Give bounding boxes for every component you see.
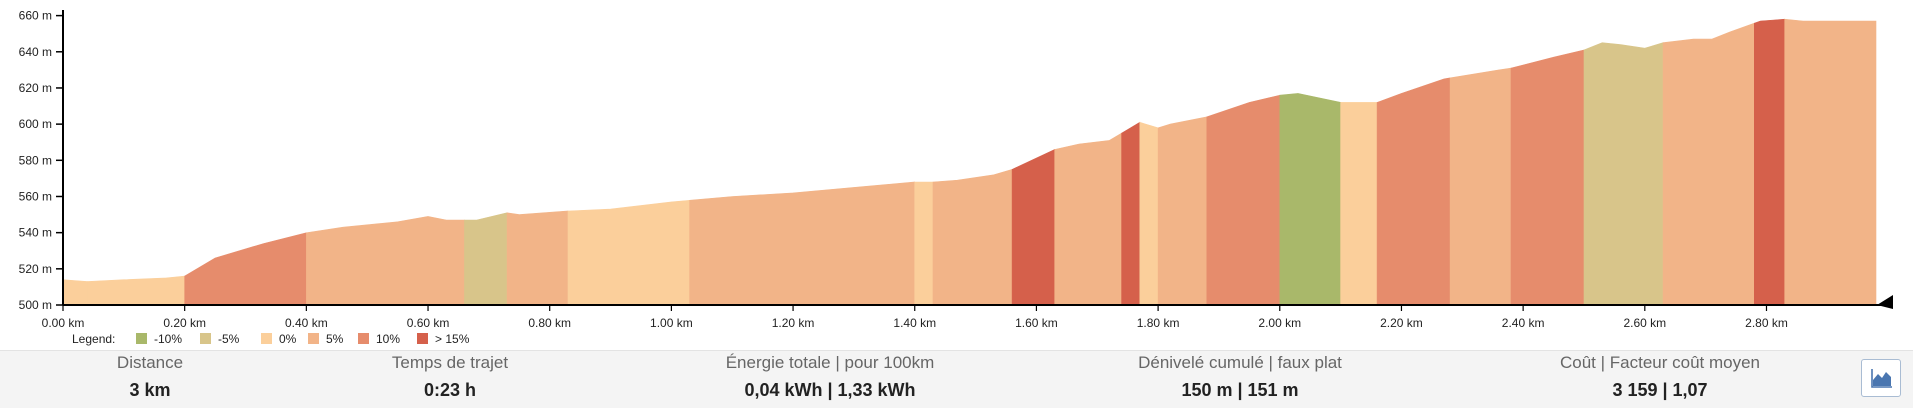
grade-segment-8 xyxy=(914,181,934,306)
end-marker-icon xyxy=(1877,295,1893,309)
y-tick-label: 540 m xyxy=(19,226,52,240)
y-tick-label: 620 m xyxy=(19,81,52,95)
stat-cost: Coût | Facteur coût moyen 3 159 | 1,07 xyxy=(1510,351,1810,401)
stat-energy-label: Énergie totale | pour 100km xyxy=(725,353,935,372)
x-tick-label: 0.40 km xyxy=(285,316,328,330)
stat-distance-value: 3 km xyxy=(129,380,171,400)
grade-segment-6 xyxy=(567,199,690,306)
grade-segment-16 xyxy=(1279,93,1341,306)
legend-swatch xyxy=(358,333,369,344)
legend-label: > 15% xyxy=(435,332,470,346)
area-chart-icon xyxy=(1871,369,1892,388)
stat-energy-value: 0,04 kWh | 1,33 kWh xyxy=(744,380,916,400)
y-tick-label: 500 m xyxy=(19,298,52,312)
grade-segment-0 xyxy=(62,279,88,306)
legend-label: -10% xyxy=(154,332,182,346)
legend-label: -5% xyxy=(218,332,240,346)
grade-segment-5 xyxy=(506,210,569,306)
grade-segment-10 xyxy=(1011,149,1055,306)
legend-swatch xyxy=(417,333,428,344)
stat-elevation: Dénivelé cumulé | faux plat 150 m | 151 … xyxy=(1090,351,1390,401)
x-tick-label: 2.00 km xyxy=(1258,316,1301,330)
grade-segment-14 xyxy=(1157,116,1208,306)
grade-segment-9 xyxy=(932,168,1013,306)
x-tick-label: 0.00 km xyxy=(42,316,85,330)
x-tick-label: 1.00 km xyxy=(650,316,693,330)
elevation-chart: 500 m 520 m 540 m 560 m 580 m 600 m 620 m 640 m… xyxy=(19,9,1893,346)
y-tick-label: 560 m xyxy=(19,189,52,203)
grade-segment-24 xyxy=(1784,18,1877,306)
y-tick-label: 640 m xyxy=(19,45,52,59)
stat-distance: Distance 3 km xyxy=(0,351,300,401)
grade-segment-23 xyxy=(1754,18,1785,306)
stats-bar: Distance 3 km Temps de trajet 0:23 h Éne… xyxy=(0,350,1913,408)
y-tick-label: 520 m xyxy=(19,262,52,276)
legend-title: Legend: xyxy=(72,332,115,346)
legend-label: 5% xyxy=(326,332,344,346)
stat-energy: Énergie totale | pour 100km 0,04 kWh | 1… xyxy=(680,351,980,401)
x-tick-label: 0.60 km xyxy=(407,316,450,330)
grade-segment-4 xyxy=(464,212,508,306)
grade-segment-1 xyxy=(87,275,185,306)
legend-label: 0% xyxy=(279,332,297,346)
x-tick-label: 1.60 km xyxy=(1015,316,1058,330)
grade-segment-19 xyxy=(1449,67,1512,306)
stat-elevation-value: 150 m | 151 m xyxy=(1181,380,1299,400)
x-tick-label: 2.20 km xyxy=(1380,316,1423,330)
x-tick-label: 0.20 km xyxy=(163,316,206,330)
elevation-profile-button[interactable] xyxy=(1861,359,1901,397)
x-tick-label: 1.20 km xyxy=(772,316,815,330)
stat-distance-label: Distance xyxy=(116,353,184,372)
stat-cost-label: Coût | Facteur coût moyen xyxy=(1559,353,1760,372)
grade-segment-11 xyxy=(1054,132,1122,306)
grade-segment-15 xyxy=(1206,94,1281,306)
legend-swatch xyxy=(136,333,147,344)
grade-segment-2 xyxy=(184,232,307,306)
legend-label: 10% xyxy=(376,332,400,346)
grade-segment-20 xyxy=(1510,49,1585,306)
x-tick-label: 2.60 km xyxy=(1623,316,1666,330)
x-tick-label: 0.80 km xyxy=(528,316,571,330)
y-tick-label: 600 m xyxy=(19,117,52,131)
x-tick-label: 1.80 km xyxy=(1137,316,1180,330)
grade-segment-13 xyxy=(1139,121,1159,306)
y-tick-label: 660 m xyxy=(19,9,52,23)
grade-segment-12 xyxy=(1121,121,1141,306)
stat-travel-time-label: Temps de trajet xyxy=(391,353,509,372)
legend-swatch xyxy=(200,333,211,344)
grade-segment-17 xyxy=(1340,102,1378,306)
stat-cost-value: 3 159 | 1,07 xyxy=(1612,380,1708,400)
grade-segment-7 xyxy=(689,181,915,306)
legend-swatch xyxy=(261,333,272,344)
x-tick-label: 1.40 km xyxy=(893,316,936,330)
stat-elevation-label: Dénivelé cumulé | faux plat xyxy=(1138,353,1342,372)
grade-segment-18 xyxy=(1376,77,1451,306)
x-tick-label: 2.40 km xyxy=(1502,316,1545,330)
grade-segment-21 xyxy=(1583,42,1664,306)
stat-travel-time-value: 0:23 h xyxy=(423,380,477,400)
x-tick-label: 2.80 km xyxy=(1745,316,1788,330)
legend-swatch xyxy=(308,333,319,344)
stat-travel-time: Temps de trajet 0:23 h xyxy=(300,351,600,401)
grade-segment-3 xyxy=(306,216,465,306)
y-tick-label: 580 m xyxy=(19,153,52,167)
grade-segment-22 xyxy=(1662,22,1755,306)
